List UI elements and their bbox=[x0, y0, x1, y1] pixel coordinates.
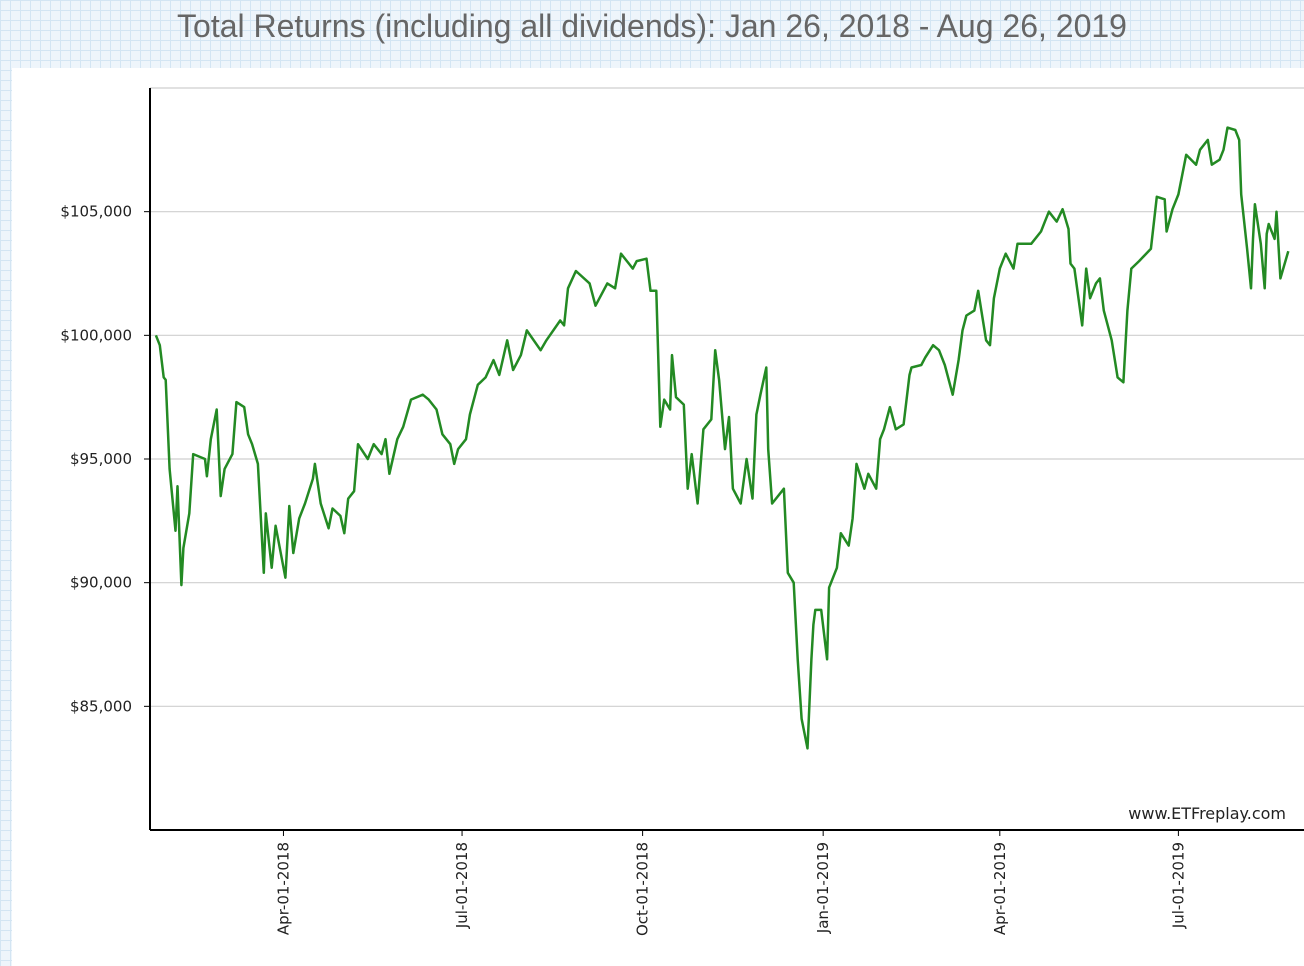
y-tick-label: $100,000 bbox=[60, 326, 132, 344]
chart-title: Total Returns (including all dividends):… bbox=[177, 8, 1127, 44]
x-tick-label: Apr-01-2018 bbox=[274, 842, 292, 935]
watermark: www.ETFreplay.com bbox=[1128, 804, 1286, 823]
x-tick-label: Jan-01-2019 bbox=[814, 842, 832, 934]
y-tick-label: $105,000 bbox=[60, 203, 132, 221]
chart-panel bbox=[12, 68, 1304, 966]
y-tick-label: $90,000 bbox=[70, 574, 132, 592]
x-tick-label: Oct-01-2018 bbox=[634, 842, 652, 936]
data-line bbox=[154, 126, 1290, 750]
y-tick-label: $95,000 bbox=[70, 450, 132, 468]
x-tick-label: Jul-01-2019 bbox=[1169, 842, 1187, 929]
x-tick-label: Apr-01-2019 bbox=[991, 842, 1009, 935]
y-tick-label: $85,000 bbox=[70, 697, 132, 715]
x-tick-label: Jul-01-2018 bbox=[453, 842, 471, 929]
